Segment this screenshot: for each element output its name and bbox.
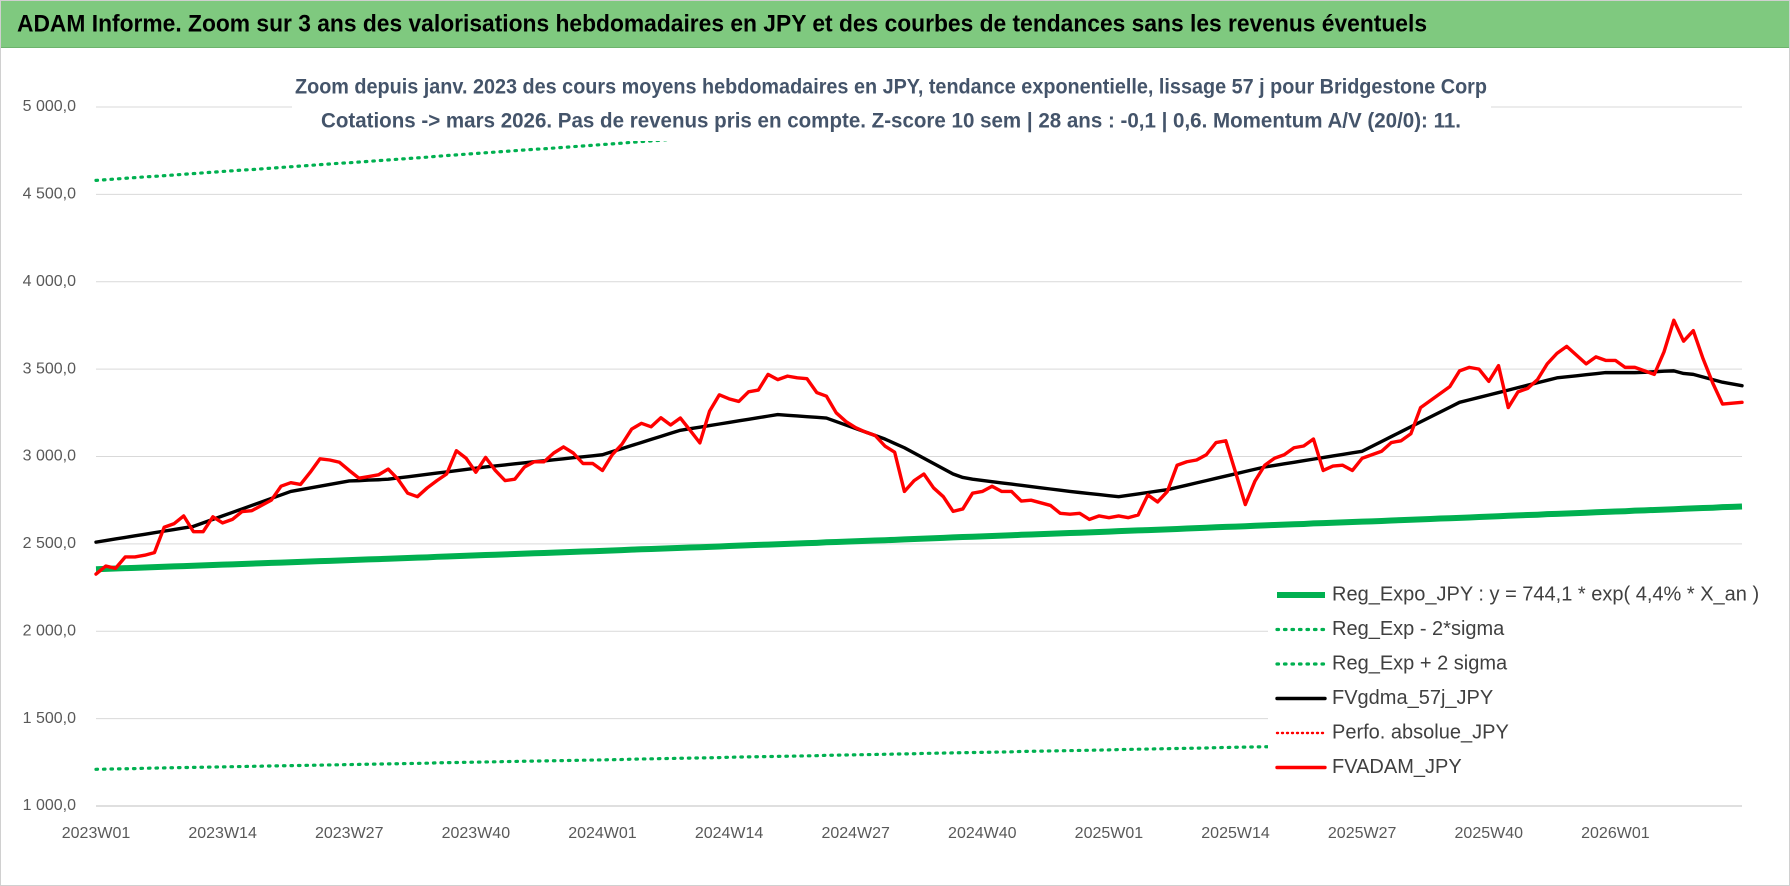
legend-label: FVgdma_57j_JPY xyxy=(1332,687,1493,709)
subtitle-box xyxy=(292,69,1491,141)
legend-label: Reg_Exp + 2 sigma xyxy=(1332,652,1508,674)
legend-label: Reg_Exp - 2*sigma xyxy=(1332,618,1505,640)
series-line xyxy=(95,503,1743,573)
legend: Reg_Expo_JPY : y = 744,1 * exp( 4,4% * X… xyxy=(1268,577,1759,789)
y-tick-label: 1 000,0 xyxy=(23,797,76,814)
y-tick-label: 5 000,0 xyxy=(23,98,76,115)
x-tick-label: 2026W01 xyxy=(1581,825,1650,842)
y-tick-label: 3 500,0 xyxy=(23,360,76,377)
y-tick-label: 4 000,0 xyxy=(23,273,76,290)
x-tick-label: 2025W14 xyxy=(1201,825,1270,842)
chart-subtitle: Cotations -> mars 2026. Pas de revenus p… xyxy=(321,110,1461,133)
series-line xyxy=(94,318,1744,576)
x-tick-label: 2025W01 xyxy=(1075,825,1144,842)
chart-subtitle: Zoom depuis janv. 2023 des cours moyens … xyxy=(295,76,1487,99)
x-tick-label: 2023W27 xyxy=(315,825,384,842)
x-tick-label: 2025W40 xyxy=(1455,825,1524,842)
legend-label: Perfo. absolue_JPY xyxy=(1332,721,1509,743)
x-tick-label: 2024W14 xyxy=(695,825,764,842)
legend-label: Reg_Expo_JPY : y = 744,1 * exp( 4,4% * X… xyxy=(1332,583,1759,605)
y-tick-label: 4 500,0 xyxy=(23,186,76,203)
y-tick-label: 2 500,0 xyxy=(23,535,76,552)
y-tick-label: 1 500,0 xyxy=(23,710,76,727)
legend-label: FVADAM_JPY xyxy=(1332,756,1462,778)
y-tick-label: 2 000,0 xyxy=(23,622,76,639)
x-tick-label: 2023W01 xyxy=(62,825,131,842)
x-tick-label: 2024W01 xyxy=(568,825,637,842)
x-tick-label: 2024W40 xyxy=(948,825,1017,842)
x-tick-label: 2024W27 xyxy=(821,825,890,842)
x-tick-label: 2025W27 xyxy=(1328,825,1397,842)
series-line xyxy=(94,369,1744,544)
legend-box xyxy=(1268,577,1742,789)
header-band xyxy=(1,1,1789,48)
chart-title: ADAM Informe. Zoom sur 3 ans des valoris… xyxy=(17,10,1427,37)
y-tick-label: 3 000,0 xyxy=(23,448,76,465)
x-tick-label: 2023W14 xyxy=(188,825,257,842)
axes: 1 000,0 1 500,0 2 000,0 2 500,0 3 000,0 3 500… xyxy=(23,98,1650,842)
x-tick-label: 2023W40 xyxy=(442,825,511,842)
